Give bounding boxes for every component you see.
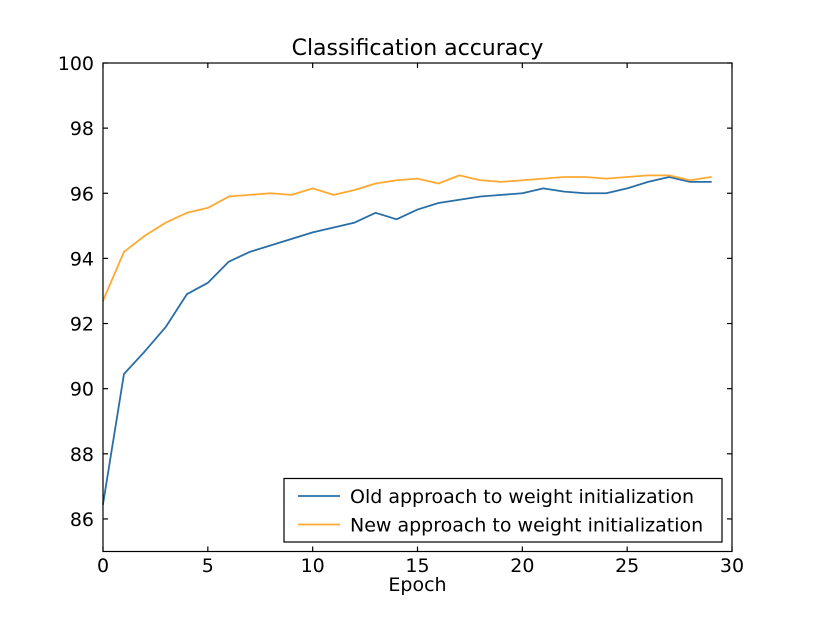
legend-box (283, 477, 723, 543)
x-tick-label: 15 (405, 555, 429, 577)
x-tick-label: 20 (510, 555, 534, 577)
y-tick-label: 94 (70, 248, 94, 270)
x-tick-label: 25 (615, 555, 639, 577)
y-tick-label: 98 (70, 118, 94, 140)
y-tick-label: 88 (70, 444, 94, 466)
x-tick-label: 30 (720, 555, 744, 577)
y-tick-label: 90 (70, 379, 94, 401)
legend-label-new: New approach to weight initialization (350, 515, 703, 537)
y-tick-label: 92 (70, 314, 94, 336)
y-tick-label: 86 (70, 509, 94, 531)
x-tick-label: 10 (301, 555, 325, 577)
x-tick-labels: 0 5 10 15 20 25 30 (97, 555, 744, 577)
x-axis-label: Epoch (388, 574, 446, 596)
series-lines (102, 174, 712, 506)
y-tick-label: 96 (70, 183, 94, 205)
legend: Old approach to weight initialization Ne… (283, 477, 723, 543)
legend-label-old: Old approach to weight initialization (350, 486, 694, 508)
y-tick-labels: 86 88 90 92 94 96 98 100 (58, 53, 94, 531)
x-tick-label: 0 (97, 555, 109, 577)
plot-border (102, 62, 733, 553)
x-tick-label: 5 (202, 555, 214, 577)
series-line-old (102, 176, 712, 506)
series-line-new (102, 174, 712, 302)
chart-title: Classification accuracy (292, 36, 544, 61)
y-tick-label: 100 (58, 53, 94, 75)
